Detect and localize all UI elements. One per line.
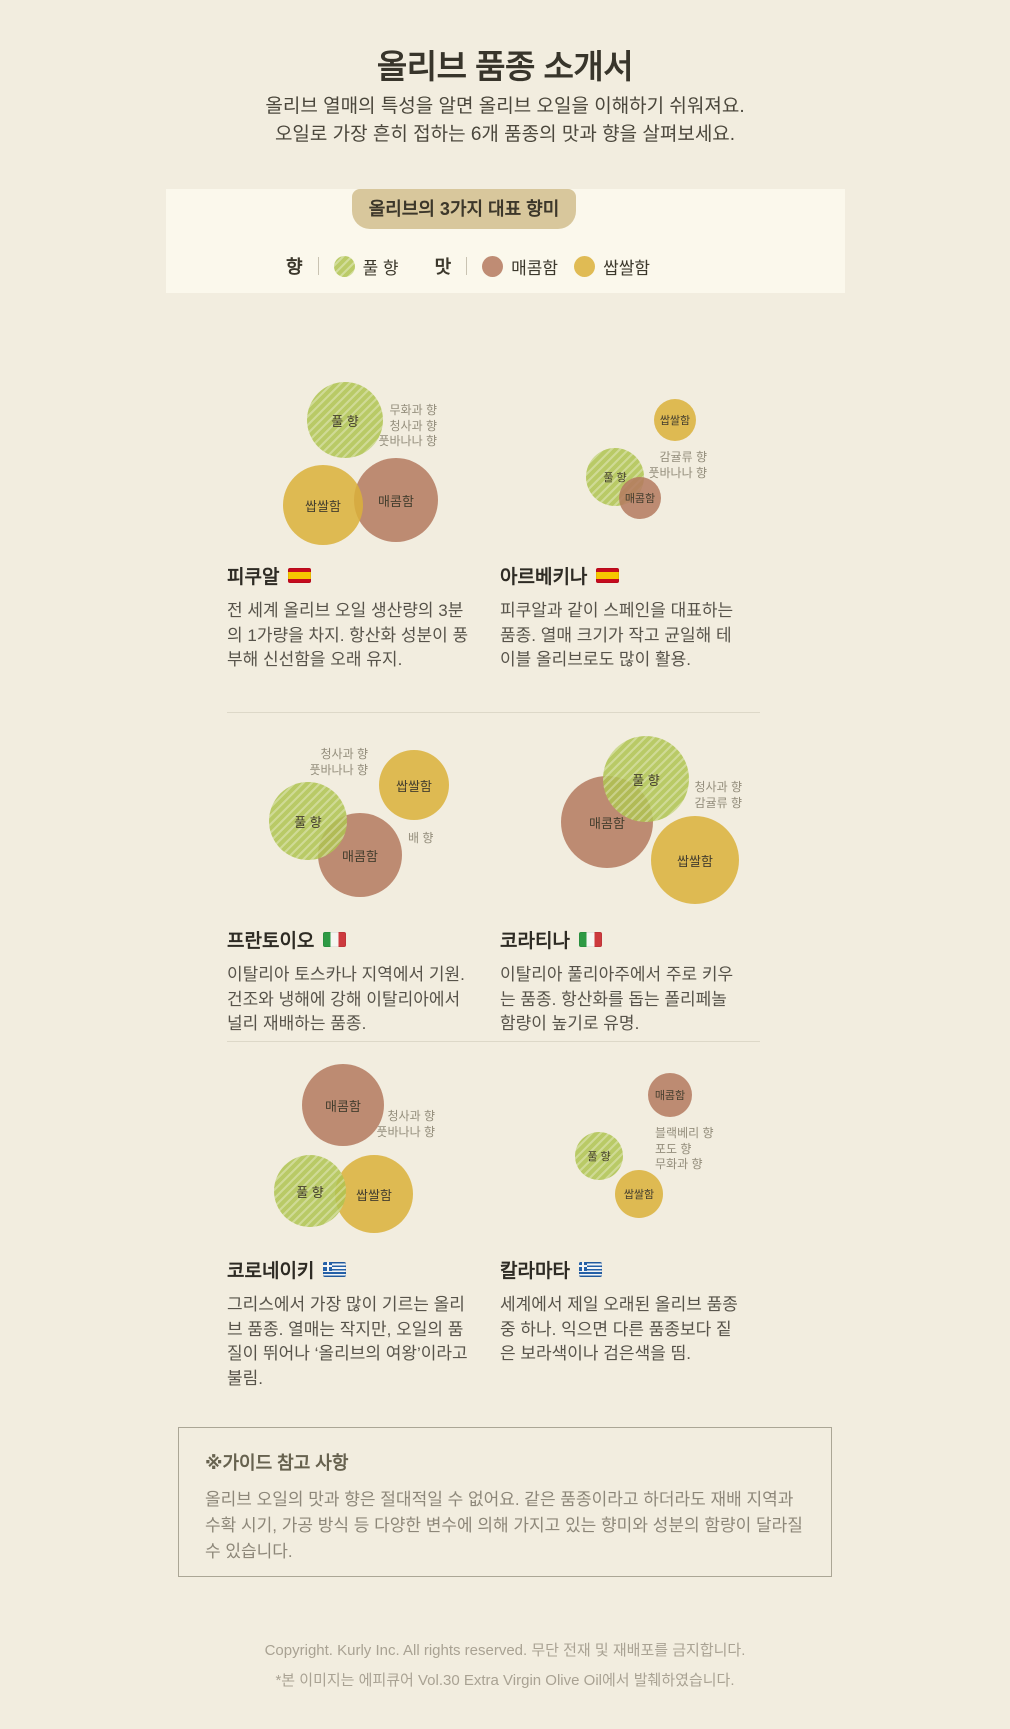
footer-source: *본 이미지는 에피큐어 Vol.30 Extra Virgin Olive O… (275, 1672, 735, 1689)
flavor-bubble-chart: 매콤함 쌉쌀함 풀 향 청사과 향 감귤류 향 (500, 720, 745, 916)
row-divider (227, 712, 760, 713)
bubble-spicy: 매콤함 (619, 477, 661, 519)
variety-title: 코로네이키 (227, 1256, 472, 1283)
guide-box: ※가이드 참고 사항 올리브 오일의 맛과 향은 절대적일 수 없어요. 같은 … (178, 1427, 832, 1577)
variety-card-picual: 매콤함 쌉쌀함 풀 향 무화과 향 청사과 향 풋바나나 향 피쿠알 전 세계 올리브 오… (227, 340, 472, 673)
spain-flag-icon (596, 568, 620, 583)
page-title: 올리브 품종 소개서 (376, 48, 634, 85)
variety-description: 피쿠알과 같이 스페인을 대표하는 품종. 열매 크기가 작고 균일해 테이블 … (500, 601, 734, 669)
subtitle-line-2: 오일로 가장 흔히 접하는 6개 품종의 맛과 향을 살펴보세요. (274, 124, 736, 145)
spicy-swatch-icon (482, 255, 504, 277)
aroma-note-line: 무화과 향 (655, 1157, 703, 1171)
bubble-bitter: 쌉쌀함 (654, 399, 696, 441)
bubble-bitter: 쌉쌀함 (335, 1155, 413, 1233)
bubble-grass: 풀 향 (603, 736, 689, 822)
aroma-notes: 무화과 향 청사과 향 풋바나나 향 (378, 403, 437, 450)
variety-description: 이탈리아 토스카나 지역에서 기원. 건조와 냉해에 강해 이탈리아에서 널리 … (227, 965, 465, 1033)
variety-title: 칼라마타 (500, 1256, 745, 1283)
flavor-legend-panel: 올리브의 3가지 대표 향미 향 풀 향 맛 매콤함 쌉쌀함 (166, 189, 845, 293)
row-divider (227, 1041, 760, 1042)
aroma-note-line: 풋바나나 향 (376, 1124, 435, 1139)
guide-body: 올리브 오일의 맛과 향은 절대적일 수 없어요. 같은 품종이라고 하더라도 … (205, 1490, 803, 1561)
legend-spicy-label: 매콤함 (511, 258, 559, 278)
variety-title: 아르베키나 (500, 562, 745, 589)
legend-divider (317, 257, 319, 275)
bubble-bitter: 쌉쌀함 (283, 465, 363, 545)
aroma-notes: 청사과 향 풋바나나 향 (376, 1109, 435, 1140)
bubble-spicy: 매콤함 (302, 1064, 384, 1146)
bubble-spicy: 매콤함 (354, 458, 438, 542)
flavor-bubble-chart: 쌉쌀함 풀 향 매콤함 감귤류 향 풋바나나 향 (500, 340, 745, 552)
variety-name: 코라티나 (500, 931, 570, 952)
aroma-note-line: 청사과 향 (694, 780, 743, 794)
grass-swatch-icon (333, 255, 355, 277)
variety-description: 세계에서 제일 오래된 올리브 품종 중 하나. 익으면 다른 품종보다 짙은 … (500, 1295, 738, 1363)
aroma-note-line: 포도 향 (655, 1141, 692, 1156)
legend-taste-label: 맛 (434, 257, 452, 277)
bitter-swatch-icon (574, 255, 596, 277)
legend-bitter-label: 쌉쌀함 (603, 258, 650, 278)
aroma-notes: 블랙베리 향 포도 향 무화과 향 (655, 1126, 714, 1173)
aroma-note-line: 청사과 향 (389, 418, 438, 433)
legend-badge: 올리브의 3가지 대표 향미 (352, 189, 576, 229)
spain-flag-icon (288, 568, 312, 583)
aroma-note-line: 배 향 (408, 831, 434, 845)
variety-title: 프란토이오 (227, 926, 472, 953)
italy-flag-icon (323, 932, 347, 947)
bubble-bitter: 쌉쌀함 (651, 816, 739, 904)
bubble-bitter: 쌉쌀함 (615, 1170, 663, 1218)
aroma-note-line: 풋바나나 향 (648, 465, 707, 480)
variety-description: 이탈리아 풀리아주에서 주로 키우는 품종. 항산화를 돕는 폴리페놀 함량이 … (500, 965, 734, 1033)
subtitle-line-1: 올리브 열매의 특성을 알면 올리브 오일을 이해하기 쉬워져요. (265, 96, 745, 117)
flavor-bubble-chart: 매콤함 풀 향 쌉쌀함 블랙베리 향 포도 향 무화과 향 (500, 1050, 745, 1246)
variety-name: 프란토이오 (227, 931, 315, 952)
aroma-notes: 청사과 향 풋바나나 향 (309, 747, 368, 778)
variety-card-coratina: 매콤함 쌉쌀함 풀 향 청사과 향 감귤류 향 코라티나 이탈리아 풀리아주에서 주로 … (500, 720, 745, 1037)
variety-name: 코로네이키 (227, 1261, 315, 1282)
variety-name: 피쿠알 (227, 567, 280, 588)
variety-card-kalamata: 매콤함 풀 향 쌉쌀함 블랙베리 향 포도 향 무화과 향 칼라마타 세계에서 제일 오래… (500, 1050, 745, 1367)
aroma-notes: 배 향 (408, 831, 433, 847)
flavor-bubble-chart: 매콤함 쌉쌀함 풀 향 무화과 향 청사과 향 풋바나나 향 (227, 340, 472, 552)
bubble-grass: 풀 향 (307, 382, 383, 458)
aroma-note-line: 감귤류 향 (659, 450, 708, 464)
variety-title: 피쿠알 (227, 562, 472, 589)
aroma-note-line: 풋바나나 향 (309, 762, 368, 777)
variety-card-arbequina: 쌉쌀함 풀 향 매콤함 감귤류 향 풋바나나 향 아르베키나 피쿠알과 같이 스페인을 … (500, 340, 745, 673)
aroma-notes: 청사과 향 감귤류 향 (695, 780, 743, 811)
aroma-notes: 감귤류 향 풋바나나 향 (648, 450, 707, 481)
variety-description: 그리스에서 가장 많이 기르는 올리브 품종. 열매는 작지만, 오일의 품질이… (227, 1295, 468, 1388)
page-subtitle: 올리브 열매의 특성을 알면 올리브 오일을 이해하기 쉬워져요. 오일로 가장… (0, 93, 1010, 149)
greece-flag-icon (323, 1262, 347, 1277)
bubble-bitter: 쌉쌀함 (379, 750, 449, 820)
footer-copyright: Copyright. Kurly Inc. All rights reserve… (264, 1642, 746, 1659)
bubble-spicy: 매콤함 (648, 1073, 692, 1117)
aroma-note-line: 청사과 향 (320, 747, 369, 761)
variety-name: 칼라마타 (500, 1261, 570, 1282)
variety-description: 전 세계 올리브 오일 생산량의 3분의 1가량을 차지. 항산화 성분이 풍부… (227, 601, 469, 669)
legend-row: 향 풀 향 맛 매콤함 쌉쌀함 (286, 251, 650, 281)
italy-flag-icon (578, 932, 602, 947)
greece-flag-icon (578, 1262, 602, 1277)
variety-title: 코라티나 (500, 926, 745, 953)
bubble-grass: 풀 향 (274, 1155, 346, 1227)
aroma-note-line: 무화과 향 (389, 403, 438, 417)
variety-name: 아르베키나 (500, 567, 588, 588)
legend-divider (466, 257, 468, 275)
aroma-note-line: 청사과 향 (387, 1109, 436, 1123)
aroma-note-line: 풋바나나 향 (378, 434, 437, 448)
legend-scent-label: 향 (286, 257, 303, 277)
legend-grass-label: 풀 향 (362, 258, 399, 278)
aroma-note-line: 블랙베리 향 (655, 1126, 714, 1140)
aroma-note-line: 감귤류 향 (694, 795, 743, 810)
guide-title: ※가이드 참고 사항 (205, 1453, 349, 1473)
bubble-grass: 풀 향 (575, 1132, 623, 1180)
bubble-grass: 풀 향 (269, 782, 347, 860)
page-footer: Copyright. Kurly Inc. All rights reserve… (0, 1636, 1010, 1696)
